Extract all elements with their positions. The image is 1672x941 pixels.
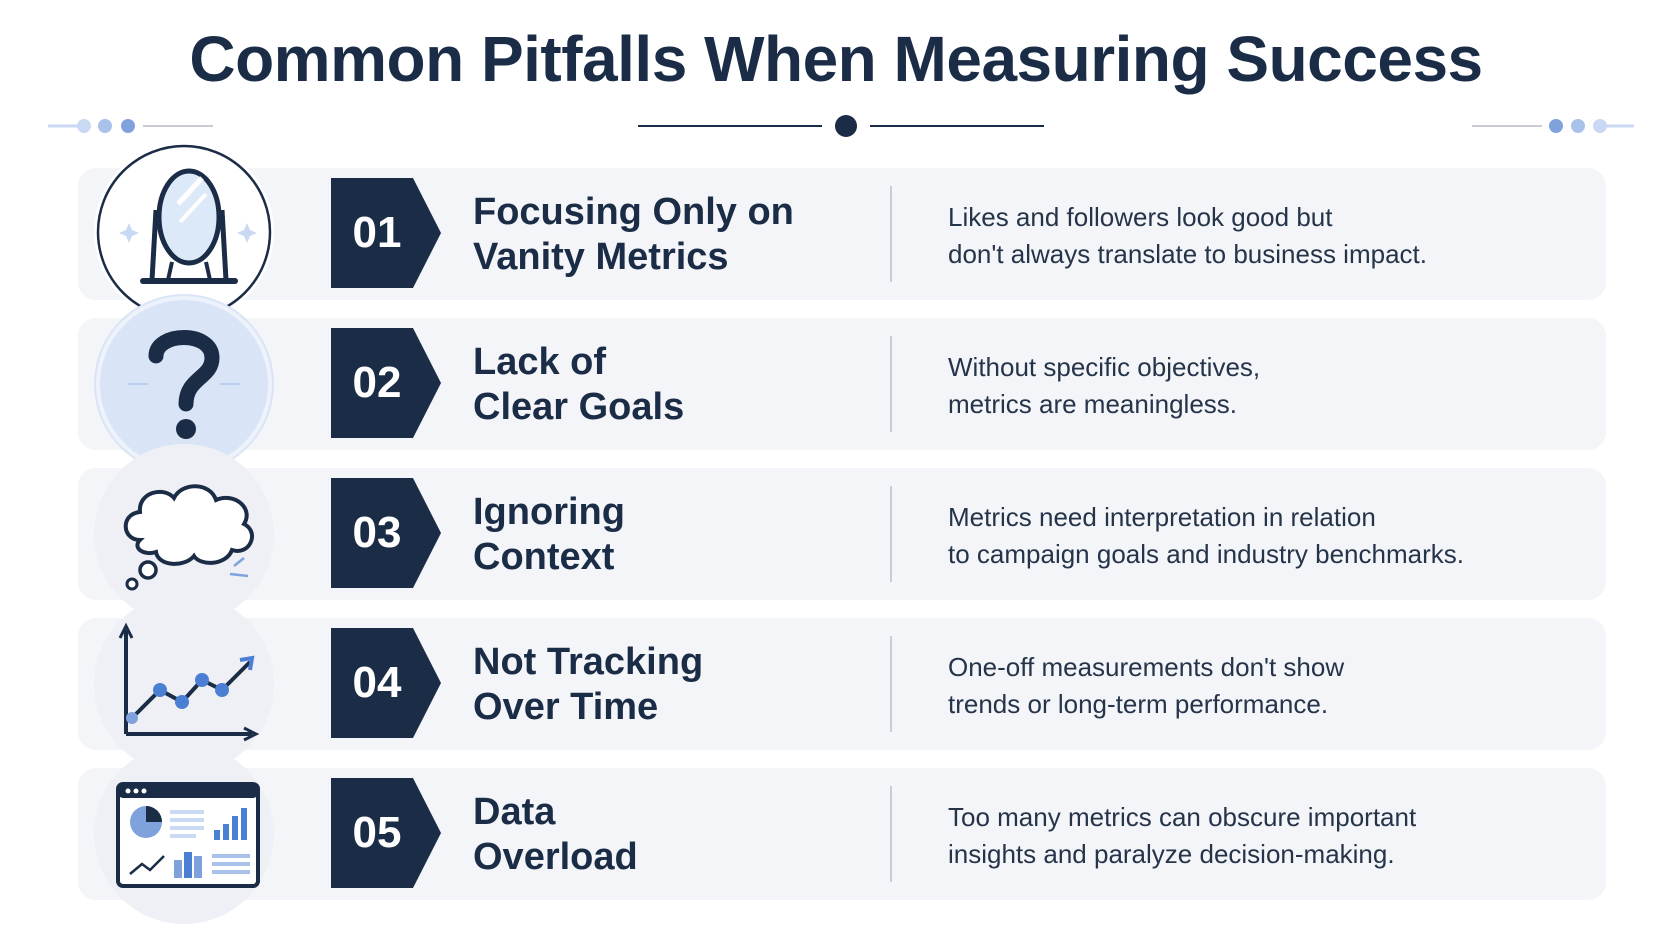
pitfall-description-3: Metrics need interpretation in relation … xyxy=(948,499,1588,573)
row-divider xyxy=(890,486,892,582)
heading-line: Context xyxy=(473,536,615,578)
pitfall-heading-2: Lack of Clear Goals xyxy=(473,340,853,430)
title-divider-ornament xyxy=(48,115,1634,137)
description-line: insights and paralyze decision-making. xyxy=(948,839,1395,869)
description-line: metrics are meaningless. xyxy=(948,389,1237,419)
row-divider xyxy=(890,336,892,432)
pitfall-icon-1 xyxy=(94,142,274,322)
heading-line: Focusing Only on xyxy=(473,191,794,233)
pitfall-heading-5: Data Overload xyxy=(473,790,853,880)
description-line: Metrics need interpretation in relation xyxy=(948,502,1376,532)
description-line: Too many metrics can obscure important xyxy=(948,802,1417,832)
pitfall-heading-3: Ignoring Context xyxy=(473,490,853,580)
pitfall-badge-4: 04 xyxy=(331,628,441,738)
heading-line: Lack of xyxy=(473,341,607,383)
heading-line: Vanity Metrics xyxy=(473,236,729,278)
row-divider xyxy=(890,186,892,282)
description-line: Likes and followers look good but xyxy=(948,202,1333,232)
pitfall-number: 01 xyxy=(352,208,402,257)
heading-line: Not Tracking xyxy=(473,641,704,683)
description-line: One-off measurements don't show xyxy=(948,652,1345,682)
trend-chart-icon xyxy=(118,622,260,742)
description-line: to campaign goals and industry benchmark… xyxy=(948,539,1464,569)
pitfall-number: 02 xyxy=(352,358,402,407)
pitfall-icon-2 xyxy=(94,294,274,474)
pitfall-number: 04 xyxy=(352,658,402,707)
pitfall-number: 03 xyxy=(352,508,402,557)
pitfall-description-1: Likes and followers look good but don't … xyxy=(948,199,1588,273)
pitfall-description-5: Too many metrics can obscure important i… xyxy=(948,799,1588,873)
description-line: Without specific objectives, xyxy=(948,352,1261,382)
pitfall-heading-4: Not Tracking Over Time xyxy=(473,640,853,730)
pitfall-badge-3: 03 xyxy=(331,478,441,588)
pitfall-heading-1: Focusing Only on Vanity Metrics xyxy=(473,190,853,280)
row-divider xyxy=(890,636,892,732)
heading-line: Clear Goals xyxy=(473,386,685,428)
pitfall-icon-5 xyxy=(94,744,274,924)
question-mark-icon xyxy=(96,296,272,472)
heading-line: Overload xyxy=(473,836,638,878)
pitfall-badge-1: 01 xyxy=(331,178,441,288)
pitfall-description-2: Without specific objectives, metrics are… xyxy=(948,349,1588,423)
thought-cloud-icon xyxy=(123,484,254,591)
pitfall-badge-5: 05 xyxy=(331,778,441,888)
mirror-icon xyxy=(96,144,272,320)
row-divider xyxy=(890,786,892,882)
pitfall-number: 05 xyxy=(352,808,402,857)
description-line: don't always translate to business impac… xyxy=(948,239,1427,269)
heading-line: Over Time xyxy=(473,686,659,728)
page-title: Common Pitfalls When Measuring Success xyxy=(189,23,1483,95)
description-line: trends or long-term performance. xyxy=(948,689,1329,719)
pitfall-description-4: One-off measurements don't show trends o… xyxy=(948,649,1588,723)
dashboard-icon xyxy=(116,782,260,888)
heading-line: Ignoring xyxy=(473,491,625,533)
heading-line: Data xyxy=(473,791,556,833)
pitfall-badge-2: 02 xyxy=(331,328,441,438)
